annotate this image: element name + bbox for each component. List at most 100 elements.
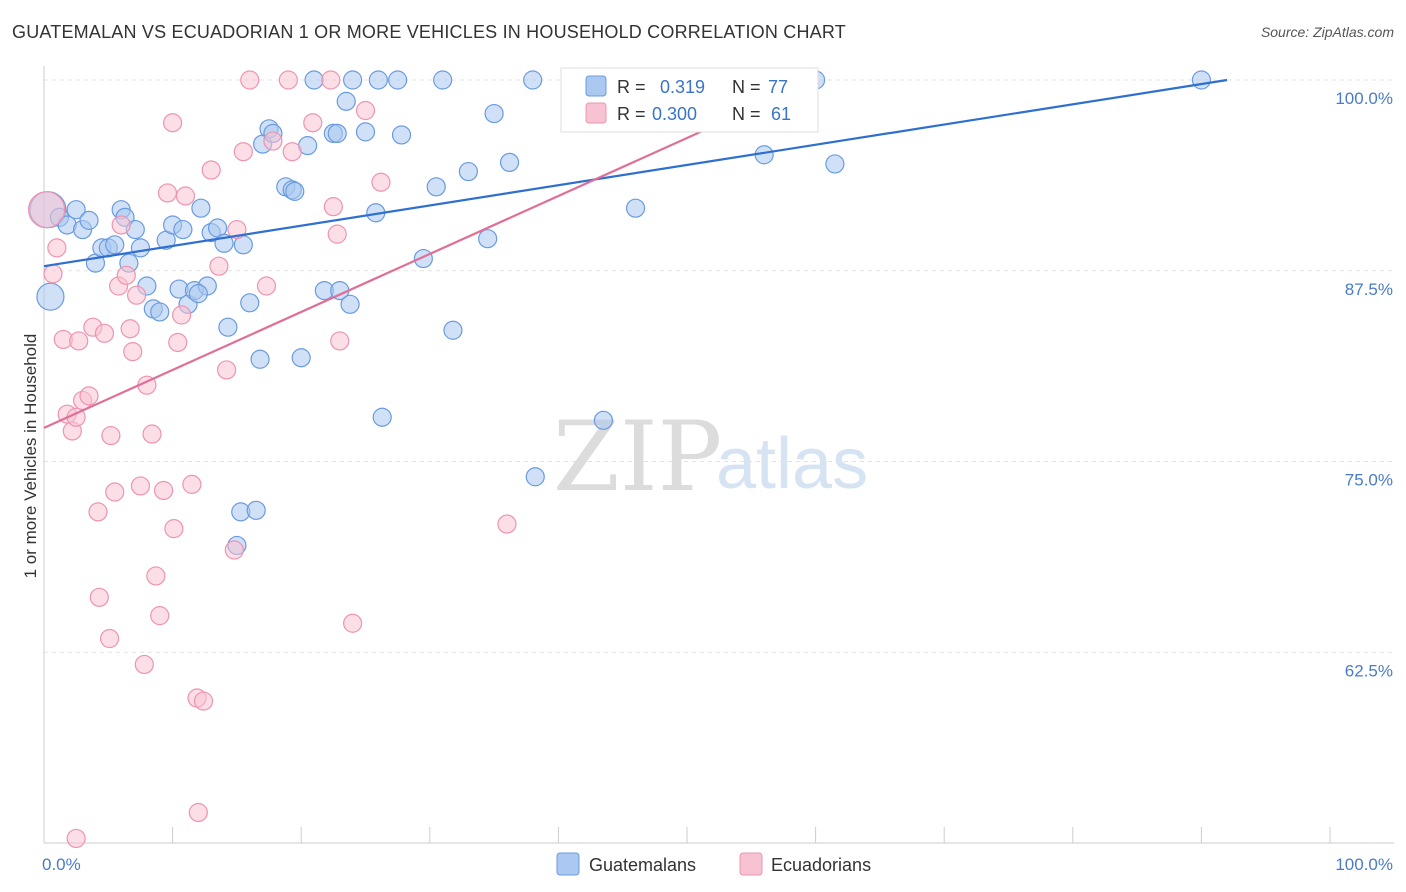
ecuadorian-point-45 (233, 142, 253, 162)
ecuadorian-point-29 (153, 480, 174, 501)
ecuadorian-point-51 (303, 113, 323, 133)
guatemalan-point-57 (433, 70, 453, 90)
ecuadorian-point-47 (256, 276, 277, 296)
ecuadorian-point-36 (182, 474, 202, 494)
ecuadorian-point-43 (224, 540, 244, 560)
legend-r-label-1: R = (617, 77, 646, 97)
guatemalan-point-1 (36, 282, 65, 311)
ecuadorian-points (27, 70, 517, 849)
guatemalan-point-56 (426, 177, 446, 197)
ecuadorian-point-33 (168, 332, 188, 353)
ecuadorian-point-38 (188, 802, 208, 823)
guatemalan-point-46 (336, 91, 356, 111)
y-tick-label-2: 87.5% (1345, 280, 1393, 299)
legend-swatch-ecuadorian (585, 102, 607, 124)
watermark-zip: ZIP (553, 401, 722, 513)
guatemalan-point-32 (240, 293, 260, 313)
ecuadorian-point-48 (263, 131, 283, 151)
guatemalan-point-4 (66, 200, 86, 220)
guatemalan-point-6 (79, 210, 99, 230)
ecuadorian-point-19 (116, 265, 136, 285)
guatemalan-point-39 (291, 348, 311, 368)
ecuadorian-point-11 (88, 502, 108, 522)
ecuadorian-point-41 (209, 256, 229, 276)
ecuadorian-point-7 (69, 331, 89, 351)
legend-n-value-2: 61 (771, 104, 791, 124)
ecuadorian-point-12 (89, 587, 109, 607)
ecuadorian-point-42 (217, 360, 237, 380)
guatemalan-point-58 (443, 320, 463, 340)
legend-r-label-2: R = (617, 104, 646, 124)
x-tick-label-0: 0.0% (42, 855, 81, 874)
guatemalan-point-65 (593, 410, 614, 430)
guatemalan-point-66 (625, 198, 646, 218)
ecuadorian-point-56 (343, 613, 363, 633)
y-tick-label-0: 62.5% (1345, 661, 1393, 680)
series-legend-swatch-ecuadorians (739, 852, 763, 876)
ecuadorian-point-58 (371, 172, 391, 192)
series-legend-label-ecuadorians: Ecuadorians (771, 855, 871, 875)
guatemalan-point-71 (1191, 70, 1212, 90)
guatemalan-point-70 (825, 154, 845, 174)
ecuadorian-point-54 (327, 224, 347, 244)
ecuadorian-point-14 (99, 628, 120, 649)
ecuadorian-point-32 (164, 519, 184, 539)
ecuadorian-point-53 (323, 197, 343, 217)
guatemalan-trend-line (43, 78, 1228, 268)
ecuadorian-point-23 (130, 476, 151, 496)
ecuadorian-point-31 (163, 113, 183, 133)
legend-n-value-1: 77 (768, 77, 788, 97)
ecuadorian-point-27 (146, 566, 166, 586)
y-tick-label-1: 75.0% (1345, 471, 1393, 490)
watermark-atlas: atlas (716, 424, 868, 504)
guatemalan-point-22 (173, 219, 193, 240)
guatemalan-point-25 (191, 198, 211, 218)
guatemalan-point-47 (340, 294, 360, 314)
y-axis-label: 1 or more Vehicles in Household (21, 334, 40, 579)
guatemalan-point-18 (150, 302, 170, 322)
ecuadorian-point-1 (43, 264, 63, 284)
ecuadorian-point-55 (330, 331, 350, 351)
guatemalan-point-61 (484, 103, 504, 124)
guatemalan-point-48 (343, 70, 363, 90)
y-tick-labels: 62.5% 75.0% 87.5% 100.0% (1335, 89, 1393, 680)
guatemalan-point-52 (388, 70, 408, 90)
correlation-legend: R = 0.319 N = 77 R = 0.300 N = 61 (560, 67, 819, 133)
guatemalan-point-54 (372, 407, 392, 427)
ecuadorian-point-39 (193, 691, 214, 711)
guatemalan-point-62 (499, 152, 520, 173)
ecuadorian-point-24 (134, 654, 154, 675)
guatemalan-point-53 (391, 125, 412, 145)
series-legend: Guatemalans Ecuadorians (556, 852, 871, 876)
legend-swatch-guatemalan (585, 75, 607, 97)
source-label: Source: ZipAtlas.com (1260, 24, 1394, 40)
series-legend-swatch-guatemalans (556, 852, 580, 876)
x-tick-labels: 0.0% 100.0% (42, 855, 1393, 874)
guatemalan-point-63 (523, 70, 543, 90)
legend-r-value-1: 0.319 (660, 77, 705, 97)
chart-title: GUATEMALAN VS ECUADORIAN 1 OR MORE VEHIC… (12, 22, 846, 42)
ecuadorian-trend-line (43, 78, 817, 429)
guatemalan-point-49 (355, 122, 376, 142)
guatemalan-point-75 (188, 284, 208, 304)
grid-lines (44, 79, 1394, 653)
ecuadorian-point-49 (278, 70, 298, 90)
x-tick-label-1: 100.0% (1335, 855, 1393, 874)
guatemalan-point-59 (458, 161, 478, 182)
guatemalan-point-76 (250, 349, 270, 369)
ecuadorian-point-52 (321, 70, 341, 90)
guatemalan-point-73 (246, 500, 266, 520)
series-legend-label-guatemalans: Guatemalans (589, 855, 696, 875)
ecuadorian-point-57 (355, 100, 376, 121)
ecuadorian-point-60 (66, 828, 86, 849)
legend-n-label-1: N = (732, 77, 761, 97)
ecuadorian-point-16 (105, 482, 125, 502)
guatemalan-point-44 (327, 123, 347, 144)
y-tick-label-3: 100.0% (1335, 89, 1393, 108)
ecuadorian-point-9 (79, 386, 99, 406)
guatemalan-point-10 (105, 235, 125, 255)
ecuadorian-point-20 (120, 319, 140, 339)
ecuadorian-point-18 (111, 215, 131, 235)
guatemalan-point-64 (525, 467, 545, 487)
ecuadorian-point-34 (172, 305, 192, 325)
